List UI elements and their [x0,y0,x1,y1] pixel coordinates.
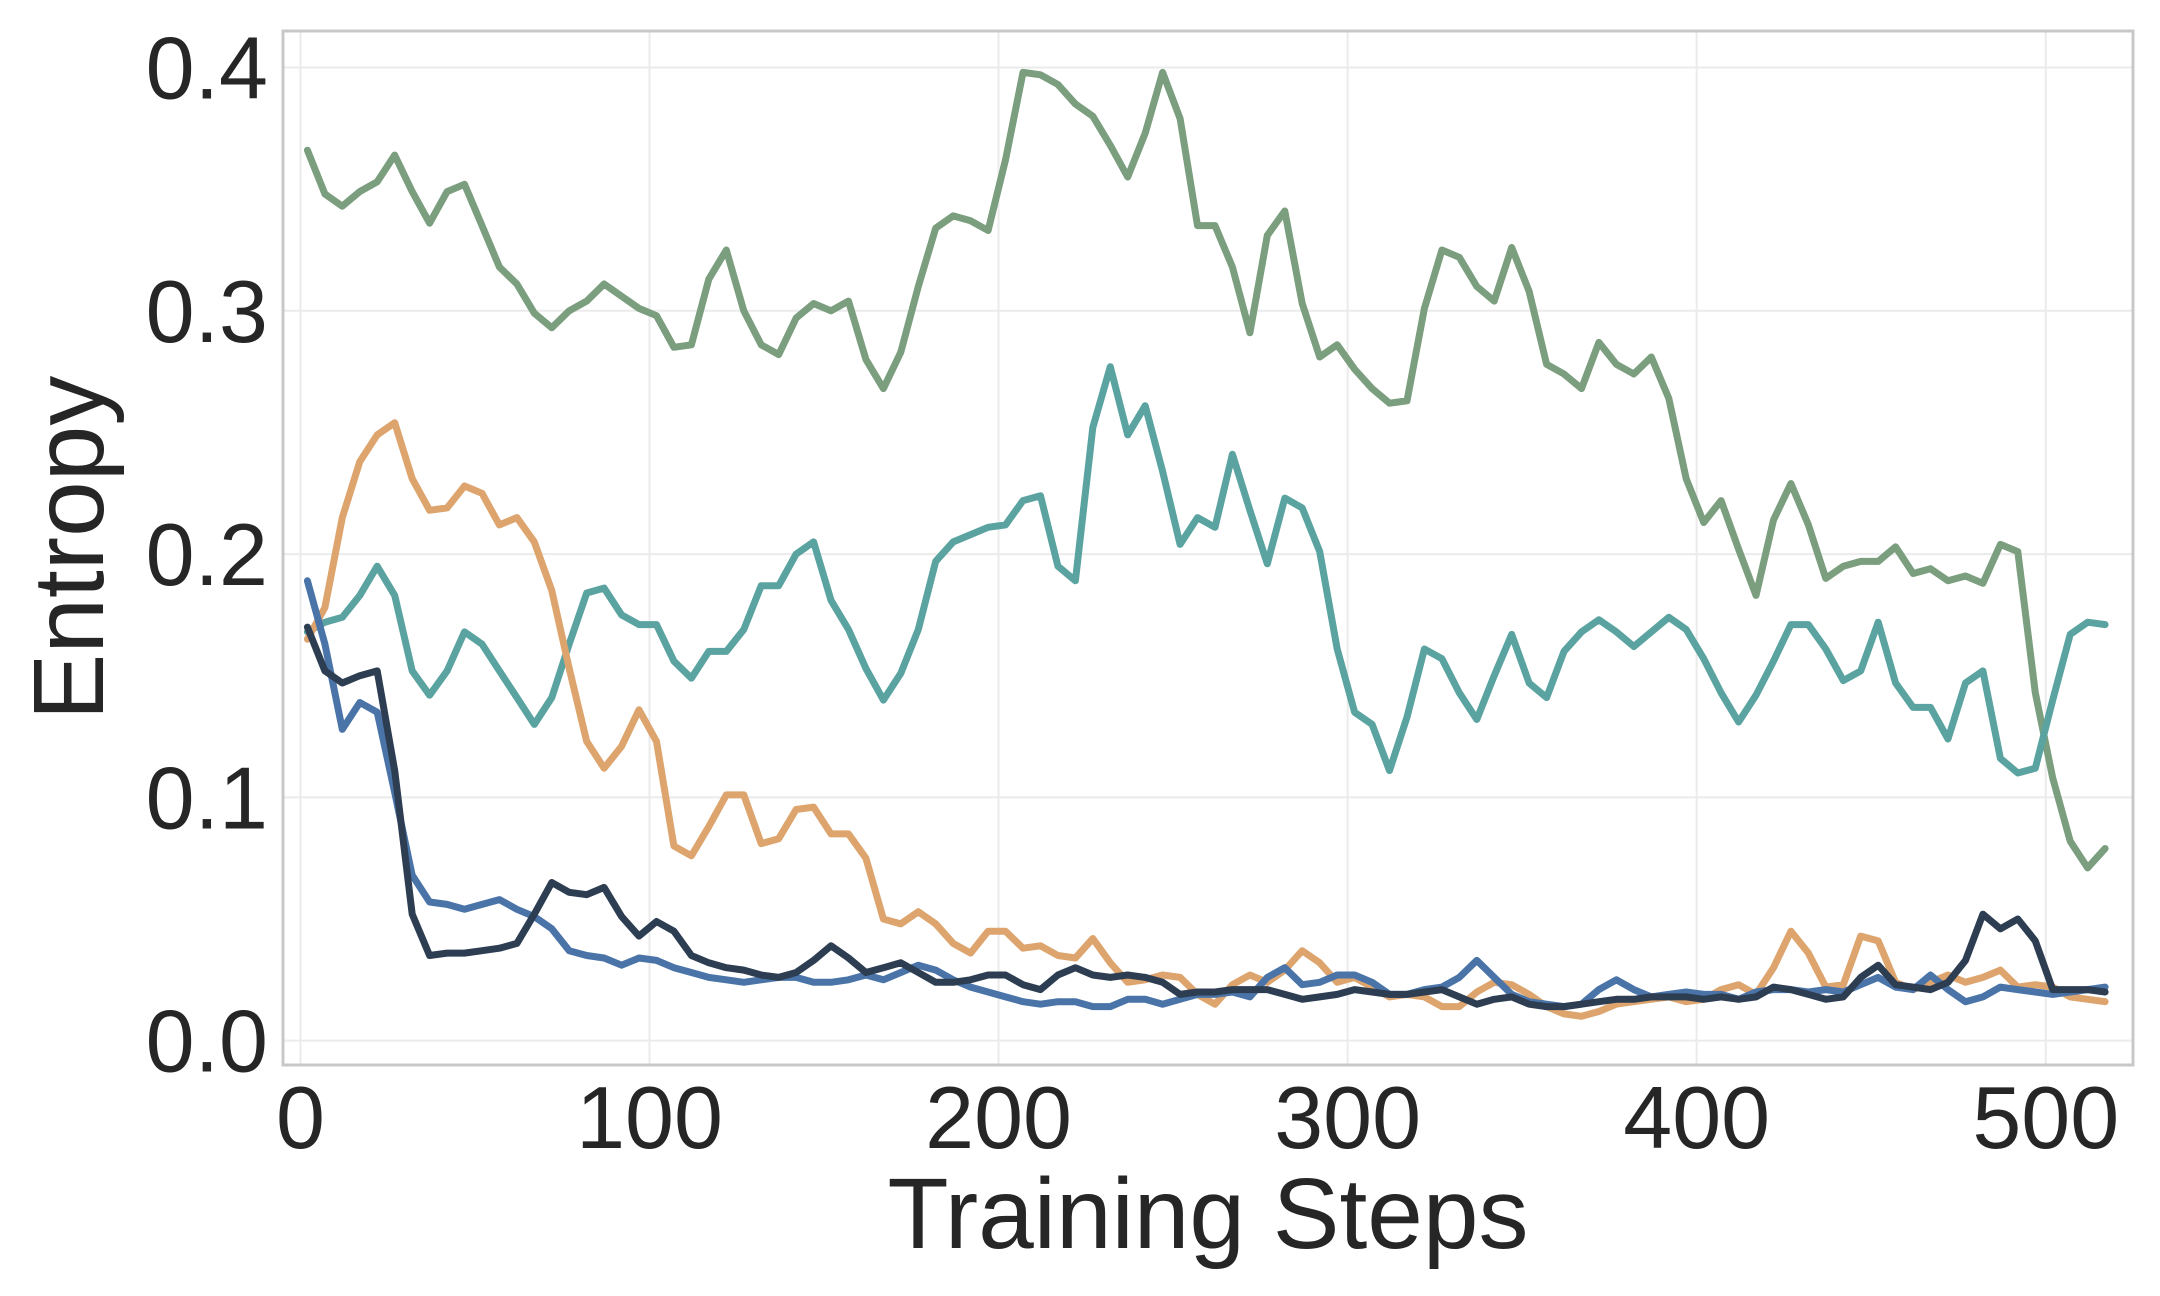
series-line-2 [303,363,2109,777]
x-tick-label: 300 [1274,1068,1421,1167]
x-tick-label: 0 [276,1068,325,1167]
y-tick-label: 0.0 [146,992,268,1091]
y-tick-label: 0.1 [146,748,268,847]
series-group [303,68,2109,1020]
y-tick-labels: 0.0 0.1 0.2 0.3 0.4 [146,18,268,1090]
x-tick-label: 100 [576,1068,723,1167]
x-tick-label: 200 [925,1068,1072,1167]
plot-frame [281,29,2135,1067]
series-line-1 [303,68,2109,872]
grid [283,31,2133,1065]
x-tick-label: 400 [1623,1068,1770,1167]
series-line-5 [303,623,2109,1011]
y-tick-label: 0.2 [146,505,268,604]
y-axis-label: Entropy [13,376,125,721]
x-tick-labels: 0 100 200 300 400 500 [276,1068,2119,1167]
series-line-4 [303,577,2109,1011]
y-tick-label: 0.3 [146,262,268,361]
series-line-3 [303,419,2109,1020]
x-axis-label: Training Steps [887,1158,1528,1270]
y-tick-label: 0.4 [146,18,268,117]
x-tick-label: 500 [1972,1068,2119,1167]
